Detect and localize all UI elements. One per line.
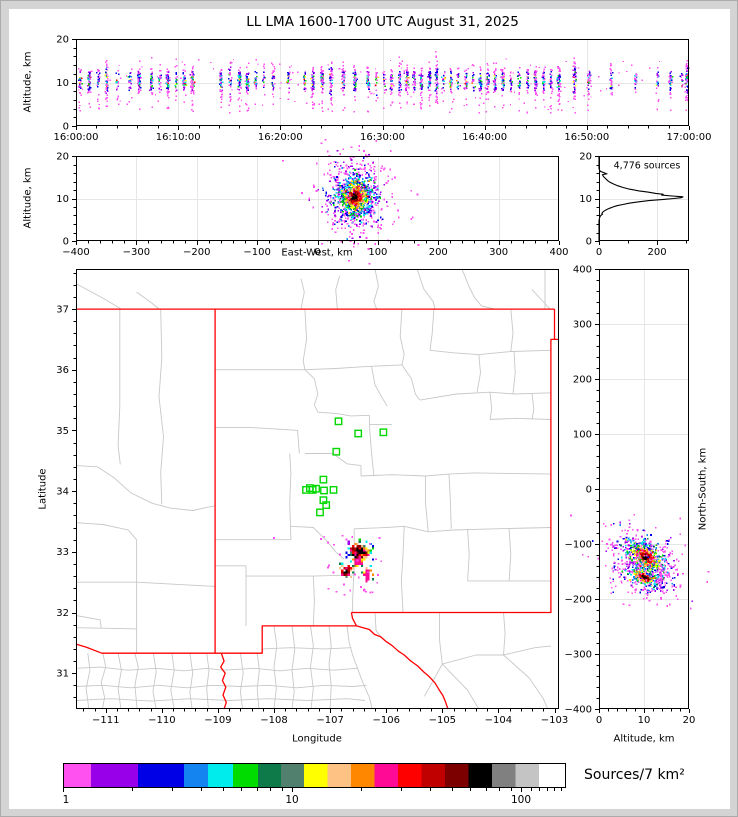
svg-text:−106: −106 — [372, 715, 399, 726]
time-panel-y-axis-label: Altitude, km — [22, 51, 34, 113]
svg-text:−200: −200 — [183, 247, 210, 258]
svg-text:10: 10 — [579, 194, 592, 205]
svg-text:35: 35 — [56, 426, 69, 437]
svg-text:−300: −300 — [123, 247, 150, 258]
svg-text:0: 0 — [314, 247, 320, 258]
svg-text:−109: −109 — [204, 715, 231, 726]
svg-text:400: 400 — [549, 247, 568, 258]
svg-text:16:40:00: 16:40:00 — [462, 132, 507, 143]
svg-text:20: 20 — [56, 34, 69, 45]
svg-text:−103: −103 — [541, 715, 568, 726]
colorbar: 1 10 100 — [63, 763, 567, 806]
svg-text:0: 0 — [586, 236, 592, 247]
svg-text:−111: −111 — [92, 715, 119, 726]
svg-text:10: 10 — [56, 78, 69, 89]
ew-panel-x-axis-label: East-West, km — [281, 247, 353, 259]
altitude-histogram-panel: 0 200 0 10 20 — [579, 151, 689, 258]
svg-text:−104: −104 — [485, 715, 512, 726]
svg-text:36: 36 — [56, 365, 69, 376]
colorbar-title: Sources/7 km² — [584, 767, 685, 783]
ns-panel-x-axis-label: Altitude, km — [613, 733, 675, 745]
map-y-axis-label: Latitude — [37, 468, 49, 510]
svg-text:16:10:00: 16:10:00 — [156, 132, 201, 143]
svg-text:20: 20 — [56, 151, 69, 162]
svg-text:300: 300 — [489, 247, 508, 258]
svg-text:−100: −100 — [243, 247, 270, 258]
svg-text:200: 200 — [429, 247, 448, 258]
svg-text:16:00:00: 16:00:00 — [54, 132, 99, 143]
svg-text:−110: −110 — [148, 715, 175, 726]
svg-text:20: 20 — [579, 151, 592, 162]
figure-canvas — [9, 9, 730, 809]
ew-panel-y-axis-label: Altitude, km — [22, 167, 34, 229]
svg-text:32: 32 — [56, 608, 69, 619]
east-west-altitude-panel: −400 −300 −200 −100 0 100 200 300 400 0 10 20 — [56, 138, 569, 265]
svg-text:16:30:00: 16:30:00 — [360, 132, 405, 143]
ns-panel-y-axis-label: North-South, km — [697, 447, 709, 531]
map-panel: −111 −110 −109 −108 −107 −106 −105 −104 −103 31 32… — [56, 268, 568, 726]
svg-text:37: 37 — [56, 304, 69, 315]
svg-text:16:20:00: 16:20:00 — [258, 132, 303, 143]
sources-count-annotation: 4,776 sources — [613, 160, 681, 172]
svg-text:16:50:00: 16:50:00 — [564, 132, 609, 143]
svg-text:34: 34 — [56, 487, 69, 498]
svg-text:−108: −108 — [260, 715, 287, 726]
svg-text:200: 200 — [648, 247, 667, 258]
svg-text:−105: −105 — [429, 715, 456, 726]
svg-text:−400: −400 — [62, 247, 89, 258]
figure-title: LL LMA 1600-1700 UTC August 31, 2025 — [246, 14, 519, 30]
map-x-axis-label: Longitude — [292, 733, 342, 745]
svg-text:100: 100 — [368, 247, 387, 258]
svg-text:0: 0 — [596, 247, 602, 258]
svg-text:31: 31 — [56, 669, 69, 680]
svg-text:−107: −107 — [316, 715, 343, 726]
svg-text:17:00:00: 17:00:00 — [667, 132, 712, 143]
svg-text:33: 33 — [56, 547, 69, 558]
svg-text:0: 0 — [63, 236, 69, 247]
time-altitude-panel: 16:00:00 16:10:00 16:20:00 16:30:00 16:40:00… — [54, 34, 712, 143]
svg-text:10: 10 — [56, 194, 69, 205]
svg-text:0: 0 — [63, 121, 69, 132]
